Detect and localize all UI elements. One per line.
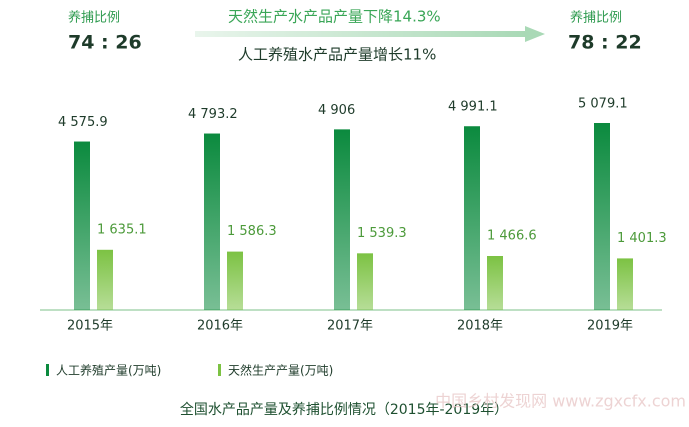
value-label: 4 793.2 xyxy=(188,107,238,122)
legend-marker xyxy=(46,364,49,376)
bar xyxy=(74,141,90,310)
ratio-label: 养捕比例 xyxy=(570,10,622,26)
legend-label: 天然生产产量(万吨) xyxy=(228,363,333,378)
value-label: 1 586.3 xyxy=(227,224,277,239)
legend-marker xyxy=(218,364,221,376)
bar xyxy=(227,251,243,310)
value-label: 1 635.1 xyxy=(97,222,147,237)
watermark: 中国乡村发现网 www.zgxcfx.com xyxy=(435,392,686,411)
x-tick-label: 2018年 xyxy=(457,319,503,334)
chart-title: 全国水产品产量及养捕比例情况（2015年-2019年） xyxy=(180,401,508,418)
value-label: 4 575.9 xyxy=(58,115,108,130)
arrow-shaft xyxy=(195,31,525,37)
x-tick-label: 2016年 xyxy=(197,319,243,334)
value-label: 1 466.6 xyxy=(487,229,537,244)
bar xyxy=(357,253,373,310)
bar xyxy=(487,256,503,310)
annotation: 人工养殖水产品产量增长11% xyxy=(238,46,436,64)
bar xyxy=(617,258,633,310)
bar xyxy=(594,123,610,310)
arrow-head xyxy=(525,26,545,42)
bar xyxy=(204,133,220,310)
value-label: 4 906 xyxy=(318,103,355,118)
bar xyxy=(97,249,113,310)
annotation: 天然生产水产品产量下降14.3% xyxy=(228,8,441,26)
ratio-label: 养捕比例 xyxy=(68,10,120,26)
bar xyxy=(334,129,350,310)
value-label: 1 539.3 xyxy=(357,226,407,241)
x-tick-label: 2019年 xyxy=(587,319,633,334)
bar xyxy=(464,126,480,310)
ratio-value: 74 : 26 xyxy=(68,32,142,54)
legend-label: 人工养殖产量(万吨) xyxy=(56,363,161,378)
value-label: 5 079.1 xyxy=(578,97,628,112)
value-label: 1 401.3 xyxy=(617,231,667,246)
x-tick-label: 2017年 xyxy=(327,319,373,334)
ratio-value: 78 : 22 xyxy=(568,32,642,54)
x-tick-label: 2015年 xyxy=(67,319,113,334)
value-label: 4 991.1 xyxy=(448,100,498,115)
